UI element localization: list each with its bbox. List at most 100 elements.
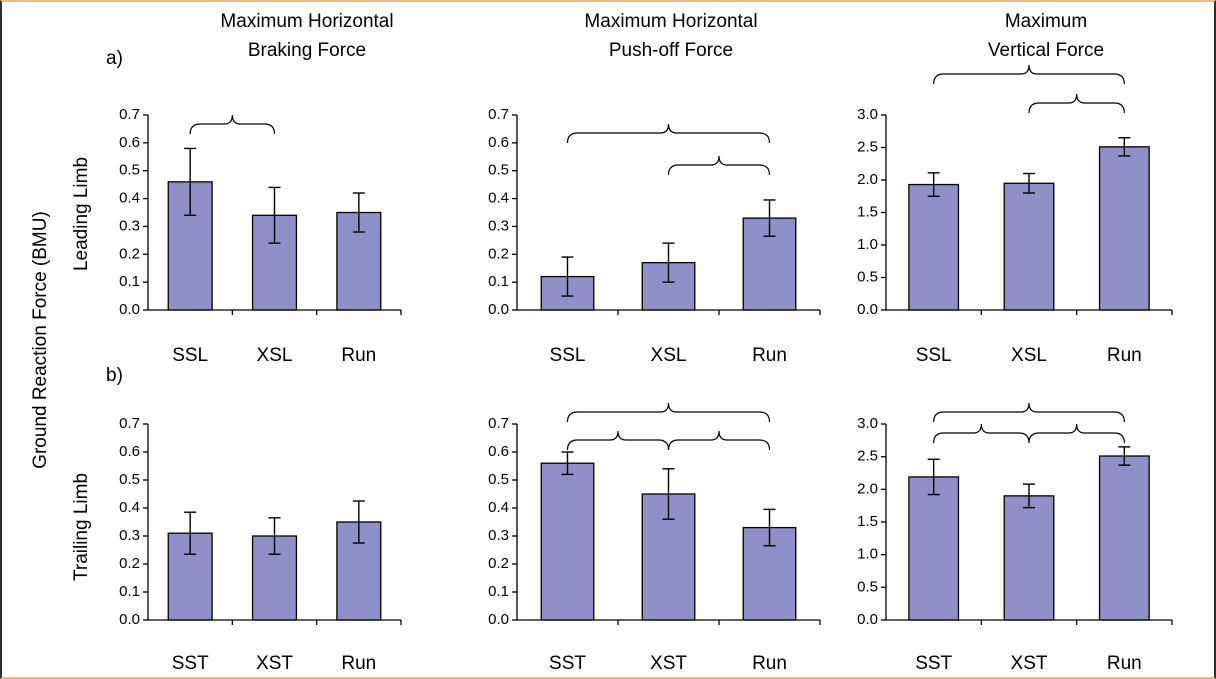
significance-brace xyxy=(1028,423,1125,444)
x-category-label: SSL xyxy=(172,345,208,366)
x-category-label: Run xyxy=(752,653,787,674)
col-title-pushoff-line1: Maximum Horizontal xyxy=(584,11,757,32)
bar-ssl xyxy=(167,181,213,311)
y-tick-label: 1.0 xyxy=(857,546,878,563)
y-tick-label: 0.3 xyxy=(488,527,509,544)
y-tick-label: 0.6 xyxy=(119,134,140,151)
chart-panel-1-0: 0.0 0.1 0.2 0.3 0.4 0.5 0.6 0.7 SST XST Run xyxy=(119,415,402,674)
y-tick-label: 0.4 xyxy=(488,499,509,516)
x-category-label: XST xyxy=(256,653,293,674)
y-tick-label: 0.1 xyxy=(119,583,140,600)
bar-sst xyxy=(540,462,595,621)
chart-panel-0-2: 0.0 0.5 1.0 1.5 2.0 2.5 3.0 SSL XSL Run xyxy=(857,64,1173,366)
y-tick-label: 0.0 xyxy=(857,611,878,628)
significance-brace xyxy=(189,114,276,135)
x-category-label: SSL xyxy=(550,345,586,366)
x-category-label: Run xyxy=(1107,345,1142,366)
y-tick-label: 0.2 xyxy=(488,245,509,262)
x-category-label: SST xyxy=(549,653,586,674)
significance-brace xyxy=(667,430,771,451)
y-tick-label: 0.7 xyxy=(119,106,140,123)
bar-xst xyxy=(1003,495,1055,621)
x-category-label: XST xyxy=(1011,653,1048,674)
significance-brace xyxy=(933,64,1125,85)
panel-letter-b: b) xyxy=(106,365,123,386)
row-label-trailing: Trailing Limb xyxy=(71,473,92,581)
col-title-pushoff-line2: Push-off Force xyxy=(609,40,733,61)
y-tick-label: 0.7 xyxy=(119,415,140,432)
y-tick-label: 0.0 xyxy=(488,301,509,318)
y-tick-label: 2.5 xyxy=(857,448,878,465)
bar-sst xyxy=(908,476,960,621)
y-tick-label: 0.0 xyxy=(119,301,140,318)
x-category-label: Run xyxy=(1107,653,1142,674)
y-tick-label: 3.0 xyxy=(857,415,878,432)
y-tick-label: 0.2 xyxy=(119,245,140,262)
significance-brace xyxy=(933,402,1125,423)
y-tick-label: 0.3 xyxy=(119,527,140,544)
y-tick-label: 0.0 xyxy=(857,301,878,318)
panel-letter-a: a) xyxy=(106,48,123,69)
y-tick-label: 0.1 xyxy=(488,273,509,290)
y-tick-label: 0.5 xyxy=(119,471,140,488)
significance-brace xyxy=(566,402,771,423)
y-tick-label: 3.0 xyxy=(857,106,878,123)
x-category-label: XSL xyxy=(651,345,687,366)
x-category-label: Run xyxy=(341,345,376,366)
bar-xsl xyxy=(251,214,298,311)
y-tick-label: 1.0 xyxy=(857,236,878,253)
y-tick-label: 0.3 xyxy=(488,217,509,234)
chart-panel-0-0: 0.0 0.1 0.2 0.3 0.4 0.5 0.6 0.7 SSL XSL Run xyxy=(119,106,402,366)
y-tick-label: 2.0 xyxy=(857,171,878,188)
chart-panel-0-1: 0.0 0.1 0.2 0.3 0.4 0.5 0.6 0.7 SSL XSL Run xyxy=(488,106,821,366)
y-tick-label: 1.5 xyxy=(857,513,878,530)
y-tick-label: 0.2 xyxy=(488,555,509,572)
y-tick-label: 0.5 xyxy=(119,162,140,179)
y-tick-label: 0.1 xyxy=(119,273,140,290)
significance-brace xyxy=(566,123,771,144)
y-tick-label: 0.6 xyxy=(488,443,509,460)
x-category-label: XSL xyxy=(257,345,293,366)
x-category-label: Run xyxy=(752,345,787,366)
x-category-label: SST xyxy=(172,653,209,674)
y-tick-label: 0.5 xyxy=(857,578,878,595)
y-tick-label: 0.3 xyxy=(119,217,140,234)
col-title-braking-line2: Braking Force xyxy=(248,40,366,61)
x-category-label: SSL xyxy=(916,345,952,366)
significance-brace xyxy=(933,423,1030,444)
y-tick-label: 0.6 xyxy=(488,134,509,151)
bar-run xyxy=(1098,455,1150,621)
y-tick-label: 0.1 xyxy=(488,583,509,600)
significance-brace xyxy=(667,155,771,176)
y-tick-label: 0.5 xyxy=(488,162,509,179)
y-axis-label: Ground Reaction Force (BMU) xyxy=(30,211,51,469)
y-tick-label: 0.2 xyxy=(119,555,140,572)
x-category-label: XSL xyxy=(1011,345,1047,366)
y-tick-label: 0.6 xyxy=(119,443,140,460)
y-tick-label: 1.5 xyxy=(857,203,878,220)
y-tick-label: 0.4 xyxy=(119,499,140,516)
col-title-braking-line1: Maximum Horizontal xyxy=(220,11,393,32)
significance-brace xyxy=(566,430,670,451)
y-tick-label: 2.0 xyxy=(857,480,878,497)
x-category-label: Run xyxy=(341,653,376,674)
significance-brace xyxy=(1028,93,1125,114)
row-label-leading: Leading Limb xyxy=(71,157,92,271)
y-tick-label: 2.5 xyxy=(857,138,878,155)
y-tick-label: 0.5 xyxy=(857,268,878,285)
y-tick-label: 0.4 xyxy=(119,190,140,207)
x-category-label: SST xyxy=(915,653,952,674)
x-category-label: XST xyxy=(650,653,687,674)
y-tick-label: 0.7 xyxy=(488,415,509,432)
y-tick-label: 0.0 xyxy=(488,611,509,628)
chart-panel-1-1: 0.0 0.1 0.2 0.3 0.4 0.5 0.6 0.7 SST XST Run xyxy=(488,402,821,674)
bar-ssl xyxy=(908,183,960,311)
chart-panel-1-2: 0.0 0.5 1.0 1.5 2.0 2.5 3.0 SST XST Run xyxy=(857,402,1173,674)
bar-xsl xyxy=(1003,182,1055,311)
bar-run xyxy=(1098,146,1150,311)
y-tick-label: 0.5 xyxy=(488,471,509,488)
y-tick-label: 0.0 xyxy=(119,611,140,628)
y-tick-label: 0.4 xyxy=(488,190,509,207)
